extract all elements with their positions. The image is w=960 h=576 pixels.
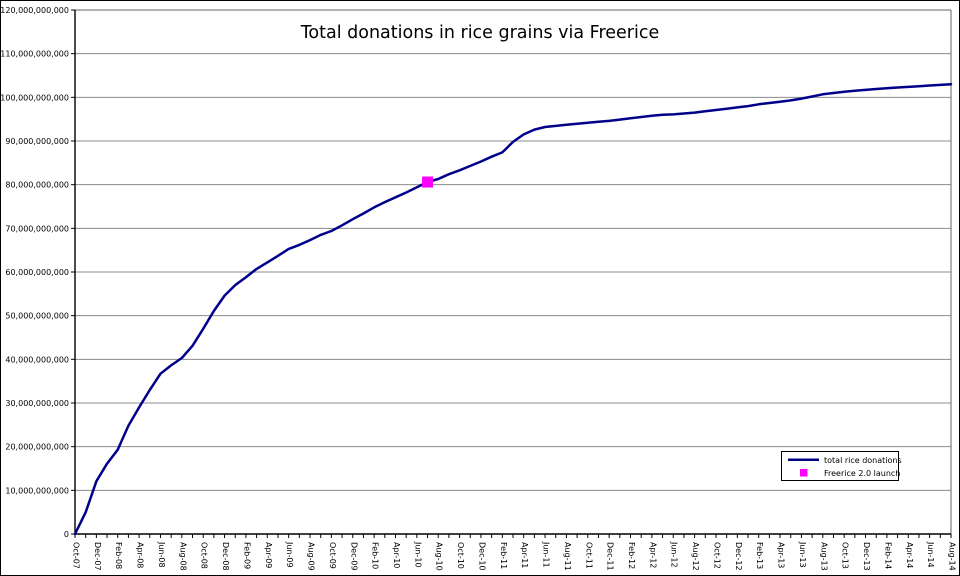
x-axis-tick-label: Dec-08 bbox=[221, 542, 230, 571]
x-axis-tick-label: Oct-11 bbox=[584, 542, 593, 569]
x-axis-tick-label: Oct-13 bbox=[841, 542, 850, 569]
x-axis-tick-label: Aug-14 bbox=[948, 542, 957, 571]
series-group bbox=[73, 82, 953, 536]
chart-title: Total donations in rice grains via Freer… bbox=[300, 23, 660, 43]
legend-label-total-rice-donations: total rice donations bbox=[824, 456, 902, 465]
x-axis-tick-label: Feb-13 bbox=[755, 542, 764, 569]
y-axis-tick-label: 0 bbox=[64, 530, 69, 539]
y-axis-tick-label: 40,000,000,000 bbox=[5, 355, 69, 364]
x-axis-tick-label: Oct-07 bbox=[72, 542, 81, 569]
x-axis-tick-label: Jun-14 bbox=[926, 541, 935, 568]
y-axis-ticks-and-labels: 0 10,000,000,000 20,000,000,000 30,000,000,… bbox=[1, 6, 75, 539]
freerice-2-launch-marker bbox=[422, 176, 434, 188]
x-axis-tick-label: Aug-09 bbox=[307, 542, 316, 571]
x-axis-tick-label: Oct-10 bbox=[456, 542, 465, 569]
x-axis-tick-label: Jun-11 bbox=[542, 541, 551, 568]
x-axis-tick-label: Dec-09 bbox=[349, 542, 358, 571]
x-axis-tick-label: Jun-08 bbox=[157, 541, 166, 568]
legend-label-freerice-launch: Freerice 2.0 launch bbox=[824, 469, 900, 478]
legend-marker-sample bbox=[800, 469, 808, 477]
y-axis-tick-label: 120,000,000,000 bbox=[1, 6, 69, 15]
y-axis-tick-label: 70,000,000,000 bbox=[5, 224, 69, 233]
y-axis-tick-label: 100,000,000,000 bbox=[1, 93, 69, 102]
x-axis-tick-label: Feb-09 bbox=[242, 542, 251, 569]
x-axis-tick-label: Apr-12 bbox=[648, 542, 657, 568]
x-axis-tick-label: Aug-12 bbox=[691, 542, 700, 571]
x-axis-tick-label: Jun-13 bbox=[798, 541, 807, 568]
gridlines bbox=[75, 53, 951, 491]
x-axis-tick-label: Dec-12 bbox=[734, 542, 743, 571]
x-axis-tick-label: Jun-12 bbox=[670, 541, 679, 568]
x-axis-tick-label: Aug-11 bbox=[563, 542, 572, 571]
event-marker-group bbox=[422, 176, 434, 188]
x-axis-tick-label: Dec-13 bbox=[862, 542, 871, 571]
x-axis-tick-label: Dec-11 bbox=[606, 542, 615, 571]
x-axis-tick-label: Oct-12 bbox=[712, 542, 721, 569]
y-axis-tick-label: 60,000,000,000 bbox=[5, 268, 69, 277]
legend: total rice donations Freerice 2.0 launch bbox=[781, 451, 902, 481]
x-axis-tick-label: Apr-08 bbox=[136, 542, 145, 568]
y-axis-tick-label: 30,000,000,000 bbox=[5, 399, 69, 408]
x-axis-tick-label: Dec-10 bbox=[477, 542, 486, 571]
y-axis-tick-label: 10,000,000,000 bbox=[5, 486, 69, 495]
y-axis-tick-label: 110,000,000,000 bbox=[1, 50, 69, 59]
x-axis-tick-label: Aug-10 bbox=[435, 542, 444, 571]
x-axis-ticks-and-labels: Oct-07 Dec-07 Feb-08 Apr-08 Jun-08 Aug-08 Oct-… bbox=[72, 534, 957, 571]
x-axis-tick-label: Apr-11 bbox=[520, 542, 529, 568]
x-axis-tick-label: Dec-07 bbox=[93, 542, 102, 571]
y-axis-tick-label: 20,000,000,000 bbox=[5, 443, 69, 452]
x-axis-tick-label: Apr-14 bbox=[905, 542, 914, 568]
x-axis-tick-label: Feb-08 bbox=[114, 542, 123, 569]
x-axis-tick-label: Feb-11 bbox=[499, 542, 508, 569]
x-axis-tick-label: Aug-08 bbox=[178, 542, 187, 571]
total-rice-donations-line bbox=[73, 82, 953, 536]
x-axis-tick-label: Feb-10 bbox=[371, 542, 380, 569]
y-axis-tick-label: 80,000,000,000 bbox=[5, 181, 69, 190]
y-axis-tick-label: 50,000,000,000 bbox=[5, 312, 69, 321]
x-axis-tick-label: Apr-13 bbox=[777, 542, 786, 568]
x-axis-tick-label: Aug-13 bbox=[819, 542, 828, 571]
x-axis-tick-label: Feb-12 bbox=[627, 542, 636, 569]
x-axis-tick-label: Apr-09 bbox=[264, 542, 273, 568]
x-axis-tick-label: Jun-09 bbox=[285, 541, 294, 568]
x-axis-tick-label: Jun-10 bbox=[413, 541, 422, 568]
x-axis-tick-label: Apr-10 bbox=[392, 542, 401, 568]
x-axis-tick-label: Oct-08 bbox=[200, 542, 209, 569]
x-axis-tick-label: Feb-14 bbox=[883, 542, 892, 569]
y-axis-tick-label: 90,000,000,000 bbox=[5, 137, 69, 146]
x-axis-tick-label: Oct-09 bbox=[328, 542, 337, 569]
